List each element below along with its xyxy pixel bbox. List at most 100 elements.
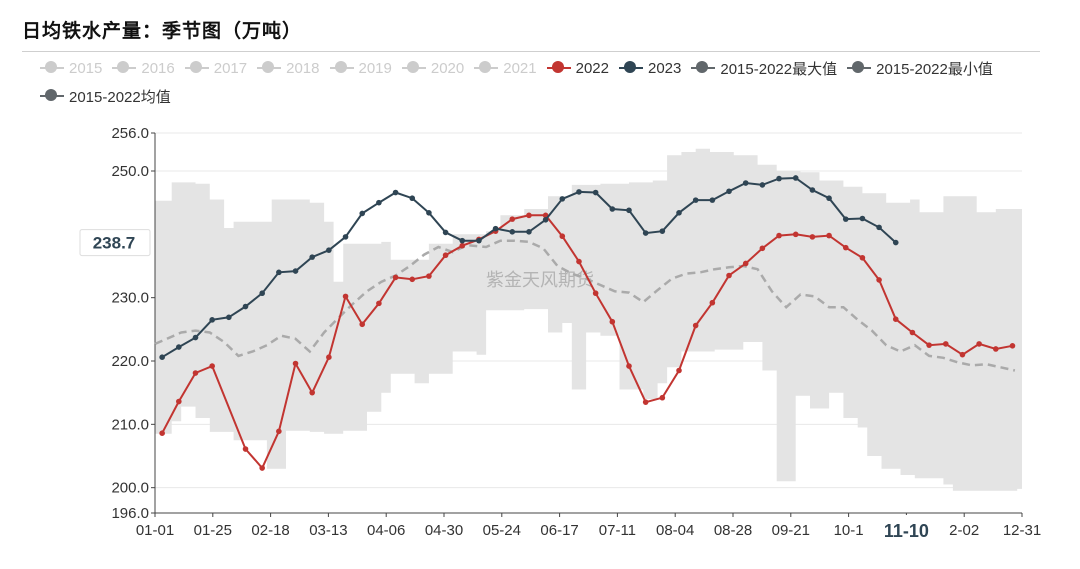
- data-point-2023: [509, 229, 516, 235]
- data-point-2022: [676, 367, 682, 374]
- data-point-2023: [642, 230, 649, 236]
- legend-label: 2015: [69, 59, 103, 77]
- legend-label: 2023: [648, 59, 682, 77]
- y-tick-label: 250.0: [111, 163, 149, 180]
- min-max-band: [155, 148, 1022, 491]
- legend-item-2015-2022最大值[interactable]: 2015-2022最大值: [691, 57, 837, 79]
- data-point-2022: [176, 398, 182, 405]
- x-pointer-box: [872, 515, 941, 543]
- data-point-2023: [726, 188, 732, 195]
- data-point-2022: [1009, 343, 1016, 349]
- data-point-2022: [992, 346, 999, 352]
- legend-item-2016[interactable]: 2016: [112, 57, 175, 79]
- series-line-average: [154, 239, 1016, 372]
- data-point-2023: [176, 344, 182, 350]
- y-tick-label: 256.0: [111, 125, 149, 142]
- data-point-2023: [209, 317, 215, 323]
- data-point-2022: [692, 322, 699, 329]
- legend-item-2021[interactable]: 2021: [474, 57, 537, 79]
- legend-item-2019[interactable]: 2019: [329, 57, 392, 79]
- legend-item-2018[interactable]: 2018: [257, 57, 320, 79]
- legend-item-2015-2022最小值[interactable]: 2015-2022最小值: [847, 57, 993, 79]
- x-tick-label: 10-1: [834, 522, 864, 539]
- x-tick-label: 12-31: [1003, 522, 1041, 539]
- data-point-2023: [242, 303, 249, 310]
- y-tick-label: 210.0: [111, 416, 149, 433]
- legend-line-dot-icon: [474, 60, 499, 76]
- legend-item-2023[interactable]: 2023: [619, 57, 681, 79]
- data-point-2022: [809, 234, 816, 240]
- data-point-2022: [926, 342, 932, 348]
- data-point-2023: [326, 247, 332, 253]
- data-point-2022: [326, 354, 332, 361]
- x-pointer-label: 11-10: [884, 521, 929, 541]
- y-pointer-label: 238.7: [93, 234, 136, 253]
- x-tick-label: 03-13: [309, 522, 347, 539]
- legend-label: 2020: [430, 59, 465, 77]
- data-point-2023: [542, 216, 549, 223]
- data-point-2023: [826, 195, 832, 202]
- data-point-2022: [392, 274, 399, 281]
- data-point-2022: [409, 276, 416, 283]
- legend-label: 2022: [575, 59, 609, 77]
- data-point-2022: [842, 244, 849, 251]
- data-point-2022: [276, 428, 282, 435]
- data-point-2022: [442, 252, 449, 259]
- data-point-2022: [576, 258, 582, 265]
- data-point-2022: [426, 273, 432, 279]
- data-point-2022: [309, 389, 316, 396]
- x-tick-label: 01-25: [194, 522, 232, 539]
- data-point-2023: [676, 210, 682, 216]
- data-point-2023: [559, 196, 566, 202]
- legend-label: 2021: [503, 59, 537, 77]
- data-point-2023: [842, 216, 849, 222]
- data-point-2023: [792, 175, 799, 181]
- data-point-2023: [309, 254, 316, 260]
- data-point-2023: [809, 187, 816, 193]
- data-point-2023: [226, 314, 232, 321]
- data-point-2022: [909, 329, 916, 336]
- data-point-2023: [476, 237, 482, 244]
- data-point-2022: [292, 360, 299, 367]
- x-tick-label: 08-04: [656, 522, 694, 539]
- data-point-2022: [192, 370, 199, 376]
- data-point-2023: [426, 210, 432, 216]
- data-point-2022: [942, 341, 949, 347]
- legend-line-dot-icon: [40, 60, 64, 76]
- data-point-2022: [792, 231, 799, 238]
- legend-label: 2016: [141, 59, 175, 77]
- data-point-2023: [392, 189, 399, 196]
- data-point-2023: [576, 189, 582, 195]
- legend-line-dot-icon: [329, 60, 354, 76]
- data-point-2022: [759, 245, 766, 252]
- data-point-2022: [209, 363, 215, 369]
- data-point-2022: [526, 212, 532, 219]
- data-point-2023: [442, 229, 449, 236]
- data-point-2023: [359, 210, 366, 217]
- legend-line-dot-icon: [112, 60, 137, 76]
- data-point-2022: [709, 299, 716, 306]
- data-point-2023: [409, 195, 416, 202]
- legend-item-2017[interactable]: 2017: [184, 57, 247, 79]
- legend-item-2015-2022均值[interactable]: 2015-2022均值: [40, 85, 171, 107]
- data-point-2023: [876, 224, 882, 231]
- data-point-2023: [192, 334, 199, 341]
- data-point-2022: [259, 465, 265, 471]
- data-point-2022: [642, 399, 649, 405]
- title-divider: [22, 51, 1040, 52]
- legend-item-2022[interactable]: 2022: [546, 57, 609, 79]
- data-point-2022: [159, 430, 165, 437]
- data-point-2023: [742, 180, 749, 186]
- data-point-2023: [342, 234, 349, 240]
- legend-item-2020[interactable]: 2020: [401, 57, 465, 79]
- data-point-2023: [259, 290, 265, 297]
- legend-line-dot-icon: [257, 60, 282, 76]
- legend-label: 2018: [286, 59, 320, 77]
- data-point-2023: [692, 197, 699, 203]
- x-tick-label: 09-21: [772, 522, 810, 539]
- watermark: 紫金天风期货: [486, 270, 594, 291]
- legend-item-2015[interactable]: 2015: [40, 57, 102, 79]
- data-point-2023: [526, 229, 532, 235]
- data-point-2023: [459, 237, 466, 244]
